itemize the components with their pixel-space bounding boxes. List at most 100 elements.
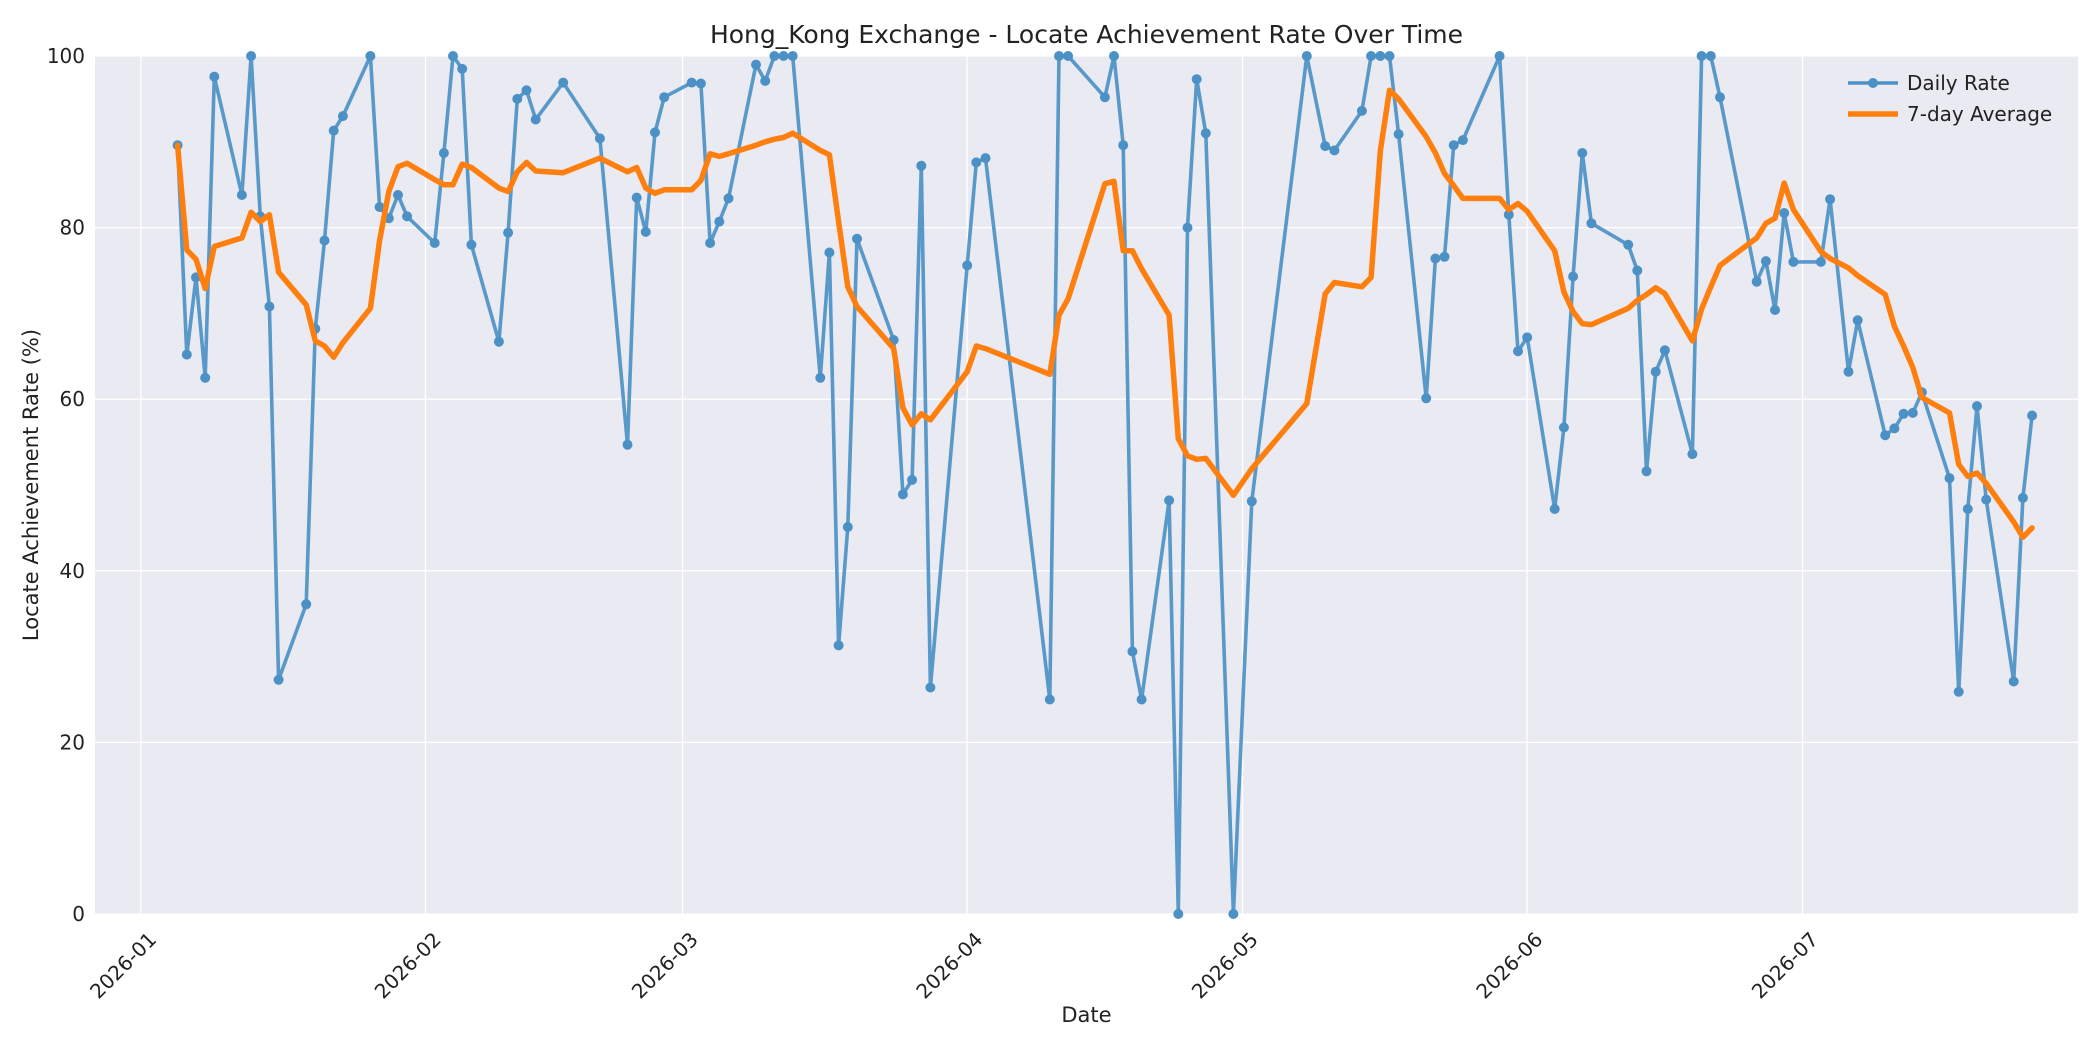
y-tick-label: 40 — [60, 559, 85, 583]
daily-rate-point — [1054, 51, 1064, 61]
daily-rate-point — [824, 247, 835, 258]
daily-rate-point — [1099, 92, 1110, 103]
daily-rate-point — [852, 233, 862, 244]
daily-rate-point — [1962, 504, 1973, 514]
daily-rate-point — [2008, 676, 2019, 687]
daily-rate-point — [1788, 256, 1799, 267]
daily-rate-point — [962, 260, 973, 271]
y-tick-label: 100 — [47, 44, 85, 68]
daily-rate-point — [181, 349, 192, 360]
daily-rate-point — [200, 372, 211, 383]
x-tick-label: 2026-04 — [911, 927, 987, 1003]
daily-rate-point — [1623, 239, 1634, 250]
daily-rate-point — [457, 63, 468, 74]
daily-rate-point — [558, 77, 569, 88]
daily-rate-point — [337, 111, 348, 122]
daily-rate-point — [1191, 74, 1202, 85]
daily-rate-point — [448, 51, 458, 61]
daily-rate-point — [1659, 345, 1670, 356]
y-axis-label: Locate Achievement Rate (%) — [19, 329, 43, 641]
daily-rate-point — [2027, 410, 2038, 421]
daily-rate-point — [1944, 473, 1955, 484]
x-tick-label: 2026-03 — [627, 927, 703, 1003]
daily-rate-point — [842, 522, 853, 532]
daily-rate-point — [1384, 51, 1395, 61]
daily-rate-point — [695, 78, 706, 89]
daily-rate-point — [1044, 694, 1055, 705]
daily-rate-point — [1815, 256, 1826, 267]
daily-rate-point — [365, 51, 376, 61]
daily-rate-point — [1770, 305, 1780, 315]
daily-rate-point — [512, 93, 523, 104]
daily-rate-point — [1687, 449, 1698, 460]
legend-label-daily-rate: Daily Rate — [1907, 71, 2010, 95]
daily-rate-point — [1173, 909, 1184, 919]
daily-rate-point — [1448, 140, 1459, 151]
daily-rate-point — [1632, 265, 1643, 276]
daily-rate-point — [1852, 315, 1863, 326]
daily-rate-point — [319, 235, 330, 246]
daily-rate-point — [1109, 51, 1119, 61]
daily-rate-point — [1751, 276, 1762, 287]
daily-rate-point — [1972, 401, 1982, 412]
daily-rate-point — [622, 439, 633, 450]
daily-rate-point — [1228, 909, 1239, 919]
daily-rate-point — [1650, 366, 1661, 377]
daily-rate-point — [1568, 271, 1579, 282]
daily-rate-point — [1696, 51, 1707, 61]
y-tick-label: 80 — [60, 216, 85, 240]
daily-rate-point — [925, 682, 936, 693]
daily-rate-point — [897, 489, 908, 500]
y-tick-label: 60 — [60, 387, 85, 411]
daily-rate-point — [273, 674, 284, 685]
daily-rate-point — [521, 85, 532, 96]
daily-rate-point — [503, 227, 514, 238]
x-axis-label: Date — [1061, 1003, 1111, 1027]
seven-day-average-line — [174, 87, 2035, 541]
daily-rate-point — [2017, 492, 2028, 503]
daily-rate-point — [907, 474, 918, 485]
daily-rate-point — [1880, 430, 1891, 441]
daily-rate-point — [1421, 393, 1432, 404]
daily-rate-point — [594, 133, 605, 144]
daily-rate-point — [1898, 408, 1909, 419]
daily-rate-point — [631, 192, 642, 203]
daily-rate-point — [1136, 694, 1147, 705]
daily-rate-point — [1375, 51, 1386, 61]
daily-rate-point — [1118, 140, 1129, 151]
daily-rate-point — [769, 51, 780, 61]
daily-rate-point — [916, 160, 927, 171]
legend: Daily Rate 7-day Average — [1848, 71, 2052, 126]
daily-rate-point — [1641, 466, 1652, 477]
daily-rate-point — [1779, 208, 1790, 218]
x-tick-label: 2026-07 — [1747, 927, 1823, 1003]
daily-rate-point — [723, 193, 734, 204]
daily-rate-point — [1705, 51, 1716, 61]
daily-rate-point — [1981, 494, 1992, 505]
daily-rate-point — [1356, 105, 1367, 116]
daily-rate-point — [393, 190, 403, 200]
daily-rate-point — [1246, 496, 1257, 507]
daily-rate-point — [246, 51, 257, 61]
legend-marker-daily-rate — [1868, 78, 1878, 88]
daily-rate-point — [1825, 194, 1836, 205]
daily-rate-point — [971, 157, 982, 168]
daily-rate-point — [1063, 51, 1074, 61]
series-layer — [172, 51, 2038, 919]
daily-rate-point — [1760, 256, 1771, 267]
daily-rate-point — [1577, 148, 1588, 158]
daily-rate-point — [686, 77, 697, 88]
daily-rate-point — [301, 599, 312, 610]
daily-rate-point — [209, 71, 220, 82]
daily-rate-point — [429, 238, 440, 248]
y-tick-label: 0 — [72, 902, 85, 926]
daily-rate-point — [1494, 51, 1505, 61]
daily-rate-point — [640, 226, 651, 237]
daily-rate-point — [1320, 141, 1331, 152]
daily-rate-point — [466, 239, 477, 250]
daily-rate-point — [236, 190, 247, 200]
daily-rate-point — [1953, 686, 1964, 697]
daily-rate-point — [650, 127, 660, 138]
daily-rate-point — [1164, 495, 1175, 506]
